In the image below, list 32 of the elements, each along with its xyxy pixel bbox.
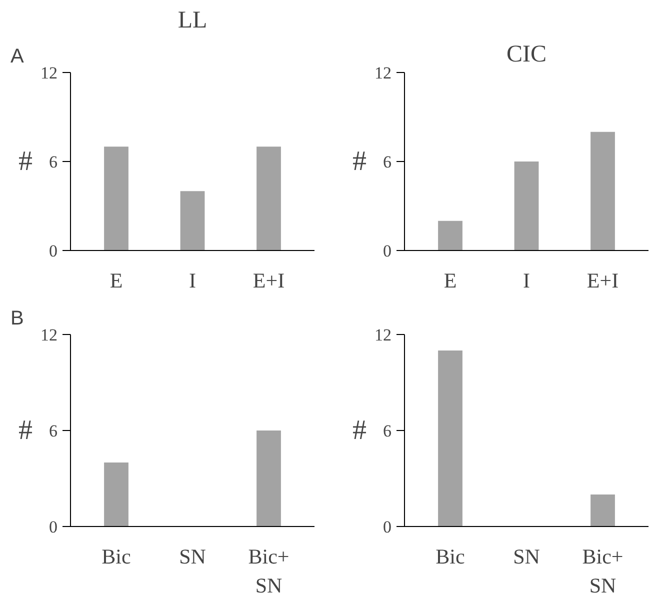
x-tick-label: I: [189, 268, 196, 292]
x-tick-label: Bic+ SN: [248, 544, 290, 598]
y-axis-title: #: [18, 415, 32, 446]
x-tick-label: SN: [513, 544, 540, 568]
x-tick-label: Bic: [102, 544, 131, 568]
y-axis-title: #: [352, 415, 366, 446]
y-tick-label: 12: [40, 326, 58, 344]
y-tick-label: 0: [49, 242, 58, 260]
y-tick-label: 6: [49, 152, 58, 172]
chart-title: LL: [178, 8, 208, 34]
y-tick-label: 0: [49, 518, 58, 536]
x-tick-label: SN: [179, 544, 206, 568]
x-tick-label: E: [110, 268, 123, 292]
y-tick-label: 6: [383, 422, 392, 440]
chart-title: CIC: [506, 42, 547, 68]
x-tick-label: E+I: [252, 268, 285, 292]
x-tick-label: Bic: [436, 544, 465, 568]
x-tick-label: I: [523, 268, 530, 292]
x-tick-label: E+I: [586, 268, 619, 292]
y-tick-label: 12: [40, 64, 58, 82]
y-axis-title: #: [352, 146, 366, 177]
text: A: [10, 46, 24, 68]
y-tick-label: 12: [374, 326, 392, 344]
y-tick-label: 0: [383, 242, 392, 260]
y-tick-label: 6: [49, 422, 58, 440]
y-tick-label: 0: [383, 518, 392, 536]
y-axis-title: #: [18, 146, 32, 177]
x-tick-label: Bic+ SN: [582, 544, 624, 598]
y-tick-label: 6: [383, 152, 392, 172]
y-tick-label: 12: [374, 64, 392, 82]
text: B: [10, 308, 24, 330]
x-tick-label: E: [444, 268, 457, 292]
